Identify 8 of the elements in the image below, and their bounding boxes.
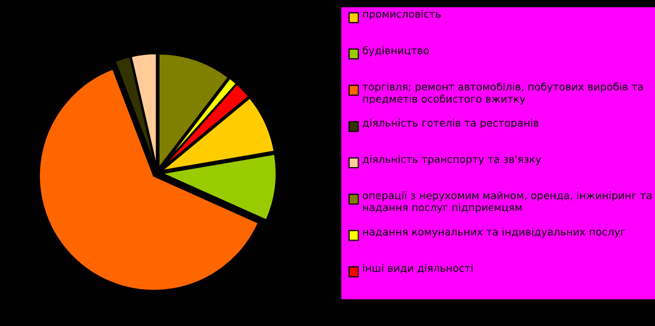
legend-label: торгівля; ремонт автомобілів, побутових виробів та предметів особистого вжитку — [362, 82, 643, 105]
legend-label: діяльність готелів та ресторанів — [362, 118, 538, 129]
legend-label: надання комунальних та індивідуальних послуг — [363, 228, 626, 238]
legend-label: інші види діяльності — [363, 264, 472, 274]
legend-label: діяльність транспорту та зв'язку — [362, 155, 542, 165]
legend-label: промисловість — [363, 10, 441, 20]
legend-label: будівництво — [362, 46, 429, 56]
legend-label: операції з нерухомим майном, оренда, інжиніринг та надання послуг підприємцям — [362, 191, 652, 214]
